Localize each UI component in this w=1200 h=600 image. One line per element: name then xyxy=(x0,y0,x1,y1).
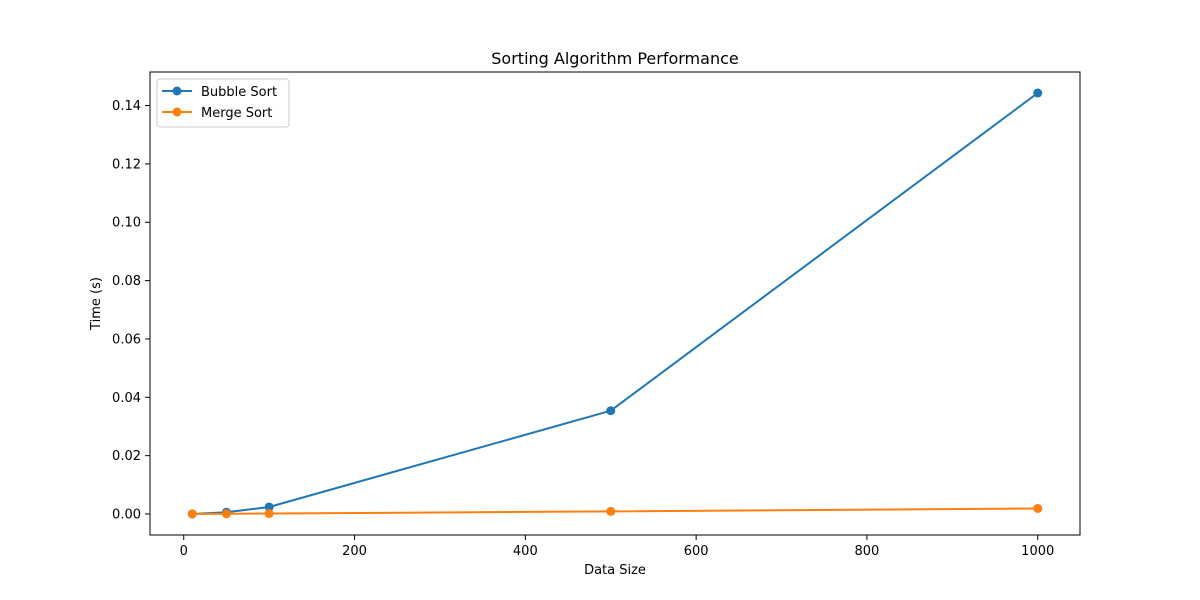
merge-sort-point xyxy=(606,506,616,516)
bubble-sort-legend-marker xyxy=(172,86,182,96)
y-axis: 0.00 0.02 0.04 0.06 0.08 0.10 0.12 0.14 xyxy=(112,99,150,522)
x-tick-label: 600 xyxy=(684,544,709,559)
y-tick-label: 0.14 xyxy=(112,99,141,114)
axes-frame xyxy=(149,71,1081,536)
legend: Bubble Sort Merge Sort xyxy=(156,78,290,128)
bubble-sort-point xyxy=(1033,88,1043,98)
bubble-sort-point xyxy=(264,502,274,512)
series-group xyxy=(187,88,1043,519)
y-axis-label: Time (s) xyxy=(89,277,104,331)
x-tick-label: 400 xyxy=(513,544,538,559)
y-tick-label: 0.04 xyxy=(112,391,141,406)
y-tick-label: 0.02 xyxy=(112,449,141,464)
merge-sort-point xyxy=(187,509,197,519)
x-tick-label: 0 xyxy=(180,544,188,559)
merge-sort-point xyxy=(1033,503,1043,513)
y-tick-label: 0.12 xyxy=(112,157,141,172)
chart-title: Sorting Algorithm Performance xyxy=(491,49,738,68)
merge-sort-legend-marker xyxy=(172,107,182,117)
bubble-sort-point xyxy=(606,406,616,416)
x-axis: 0 200 400 600 800 1000 xyxy=(180,535,1054,559)
merge-sort-legend-label: Merge Sort xyxy=(201,106,272,121)
y-tick-label: 0.10 xyxy=(112,216,141,231)
x-axis-label: Data Size xyxy=(584,563,646,578)
x-tick-label: 200 xyxy=(342,544,367,559)
bubble-sort-legend-label: Bubble Sort xyxy=(201,85,277,100)
y-tick-label: 0.00 xyxy=(112,507,141,522)
x-tick-label: 1000 xyxy=(1021,544,1054,559)
merge-sort-point xyxy=(264,509,274,519)
y-tick-label: 0.06 xyxy=(112,332,141,347)
x-tick-label: 800 xyxy=(855,544,880,559)
y-tick-label: 0.08 xyxy=(112,274,141,289)
merge-sort-point xyxy=(221,509,231,519)
